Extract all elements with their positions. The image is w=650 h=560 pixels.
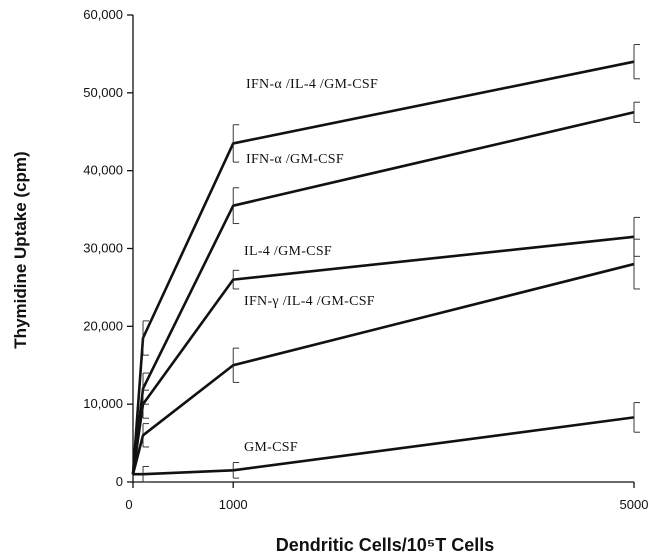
series-label: IFN-γ /IL-4 /GM-CSF	[244, 294, 375, 309]
y-tick-label: 40,000	[83, 163, 123, 178]
axes: 0 1000 5000 0 10,000 20,000 30,000 40,000 50,00…	[83, 7, 648, 512]
series-group: IFN-γ /IL-4 /GM-CSF	[131, 238, 640, 475]
series-line	[131, 235, 635, 475]
x-tick-label: 1000	[219, 497, 248, 512]
error-bar	[232, 462, 240, 479]
error-bar	[142, 423, 150, 448]
series-layer: IFN-α /IL-4 /GM-CSF IFN-α /GM-CSF IL-4 /GM…	[131, 44, 640, 483]
series-line	[131, 111, 635, 475]
series-group: IFN-α /GM-CSF	[131, 101, 640, 475]
y-tick-label: 20,000	[83, 318, 123, 333]
error-bar	[633, 238, 640, 290]
series-group: IFN-α /IL-4 /GM-CSF	[131, 44, 640, 475]
error-bar	[142, 465, 150, 483]
error-bar	[232, 269, 240, 290]
y-axis-title: Thymidine Uptake (cpm)	[11, 151, 30, 348]
series-label: GM-CSF	[244, 440, 298, 455]
y-axis-ticks: 0 10,000 20,000 30,000 40,000 50,000 60,000	[83, 7, 133, 489]
error-bar	[633, 216, 640, 257]
series-group: GM-CSF	[133, 402, 640, 483]
x-axis-title: Dendritic Cells/10⁵T Cells	[276, 535, 495, 555]
error-bar	[232, 187, 240, 225]
series-line	[133, 416, 635, 476]
error-bar	[633, 101, 640, 123]
y-tick-label: 30,000	[83, 241, 123, 256]
x-tick-label: 0	[125, 497, 132, 512]
series-label: IFN-α /IL-4 /GM-CSF	[246, 77, 378, 92]
x-axis-ticks: 0 1000 5000	[125, 482, 648, 512]
y-tick-label: 60,000	[83, 7, 123, 22]
error-bar	[142, 389, 150, 419]
y-tick-label: 0	[116, 474, 123, 489]
error-bar	[232, 347, 240, 383]
series-line	[131, 262, 635, 475]
series-label: IFN-α /GM-CSF	[246, 152, 344, 167]
error-bar	[142, 320, 150, 356]
y-tick-label: 50,000	[83, 85, 123, 100]
x-tick-label: 5000	[620, 497, 649, 512]
series-label: IL-4 /GM-CSF	[244, 244, 332, 259]
series-group: IL-4 /GM-CSF	[131, 216, 640, 475]
error-bar	[232, 124, 240, 163]
error-bar	[633, 44, 640, 80]
error-bar	[633, 402, 640, 433]
series-line	[131, 60, 635, 475]
y-tick-label: 10,000	[83, 396, 123, 411]
